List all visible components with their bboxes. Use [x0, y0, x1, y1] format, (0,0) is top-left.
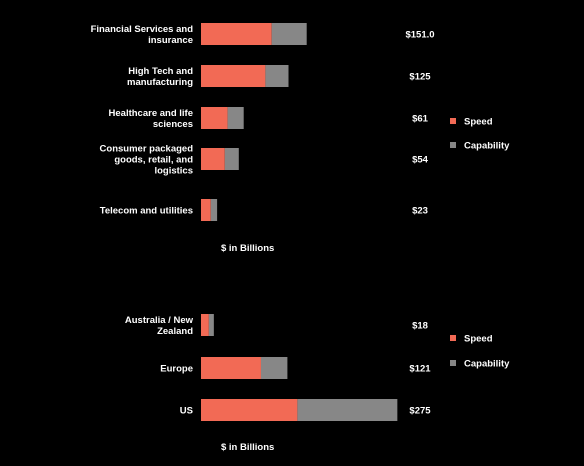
legend-item-capability: Capability [450, 359, 510, 370]
bar-capability [208, 314, 214, 336]
total-value-label: $121 [409, 364, 431, 375]
category-label: High Tech and manufacturing [127, 66, 193, 88]
bar-row: US $275 [180, 399, 431, 421]
legend-swatch [450, 142, 456, 148]
total-value-label: $275 [409, 406, 431, 417]
bar-row: Australia / New Zealand $18 [125, 314, 428, 337]
bar-speed [201, 357, 261, 379]
legend-swatch [450, 118, 456, 124]
category-label-line: sciences [153, 119, 193, 130]
category-label: Europe [160, 364, 193, 375]
category-label-line: goods, retail, and [114, 155, 193, 166]
category-label: Telecom and utilities [100, 206, 193, 217]
bar-row: Healthcare and life sciences $61 [109, 107, 429, 130]
category-label-line: insurance [148, 35, 193, 46]
bar-capability [224, 148, 239, 170]
bar-speed [201, 399, 298, 421]
bar-capability [227, 107, 244, 129]
unit-label: $ in Billions [221, 442, 274, 453]
bar-capability [265, 65, 289, 87]
category-label: US [180, 406, 193, 417]
legend-label: Speed [464, 117, 493, 128]
total-value-label: $54 [412, 155, 429, 166]
category-label-line: Financial Services and [91, 24, 194, 35]
category-label-line: US [180, 406, 193, 417]
category-label: Consumer packaged goods, retail, and logis… [100, 144, 194, 177]
category-label: Australia / New Zealand [125, 315, 194, 337]
unit-label: $ in Billions [221, 243, 274, 254]
legend-label: Capability [464, 141, 510, 152]
bar-speed [201, 107, 228, 129]
bar-row: Financial Services and insurance $151.0 [91, 23, 435, 46]
category-label-line: Healthcare and life [109, 108, 193, 119]
bar-capability [297, 399, 398, 421]
category-label-line: Consumer packaged [100, 144, 194, 155]
legend-label: Speed [464, 334, 493, 345]
total-value-label: $23 [412, 206, 428, 217]
bar-row: Telecom and utilities $23 [100, 199, 428, 221]
bar-speed [201, 148, 225, 170]
category-label-line: Telecom and utilities [100, 206, 193, 217]
bar-speed [201, 199, 211, 221]
category-label-line: Zealand [157, 326, 193, 337]
bar-speed [201, 65, 266, 87]
legend-item-capability: Capability [450, 141, 510, 152]
bar-row: Europe $121 [160, 357, 431, 379]
bar-capability [260, 357, 288, 379]
bar-row: Consumer packaged goods, retail, and logis… [100, 144, 429, 177]
legend-swatch [450, 360, 456, 366]
total-value-label: $18 [412, 321, 428, 332]
legend-label: Capability [464, 359, 510, 370]
total-value-label: $61 [412, 114, 429, 125]
total-value-label: $151.0 [405, 30, 434, 41]
total-value-label: $125 [409, 72, 431, 83]
category-label-line: High Tech and [128, 66, 193, 77]
bar-speed [201, 314, 209, 336]
legend-item-speed: Speed [450, 334, 493, 345]
chart-1: Financial Services and insurance $151.0 Hig… [91, 23, 510, 254]
category-label-line: Australia / New [125, 315, 194, 326]
category-label-line: manufacturing [127, 77, 193, 88]
category-label-line: logistics [154, 166, 193, 177]
bar-capability [210, 199, 218, 221]
category-label: Financial Services and insurance [91, 24, 194, 46]
legend-swatch [450, 335, 456, 341]
bar-row: High Tech and manufacturing $125 [127, 65, 431, 88]
legend-item-speed: Speed [450, 117, 493, 128]
bar-speed [201, 23, 272, 45]
bar-capability [271, 23, 307, 45]
category-label-line: Europe [160, 364, 193, 375]
category-label: Healthcare and life sciences [109, 108, 193, 130]
chart-2: Australia / New Zealand $18 Europe $121 US $27… [125, 314, 510, 453]
